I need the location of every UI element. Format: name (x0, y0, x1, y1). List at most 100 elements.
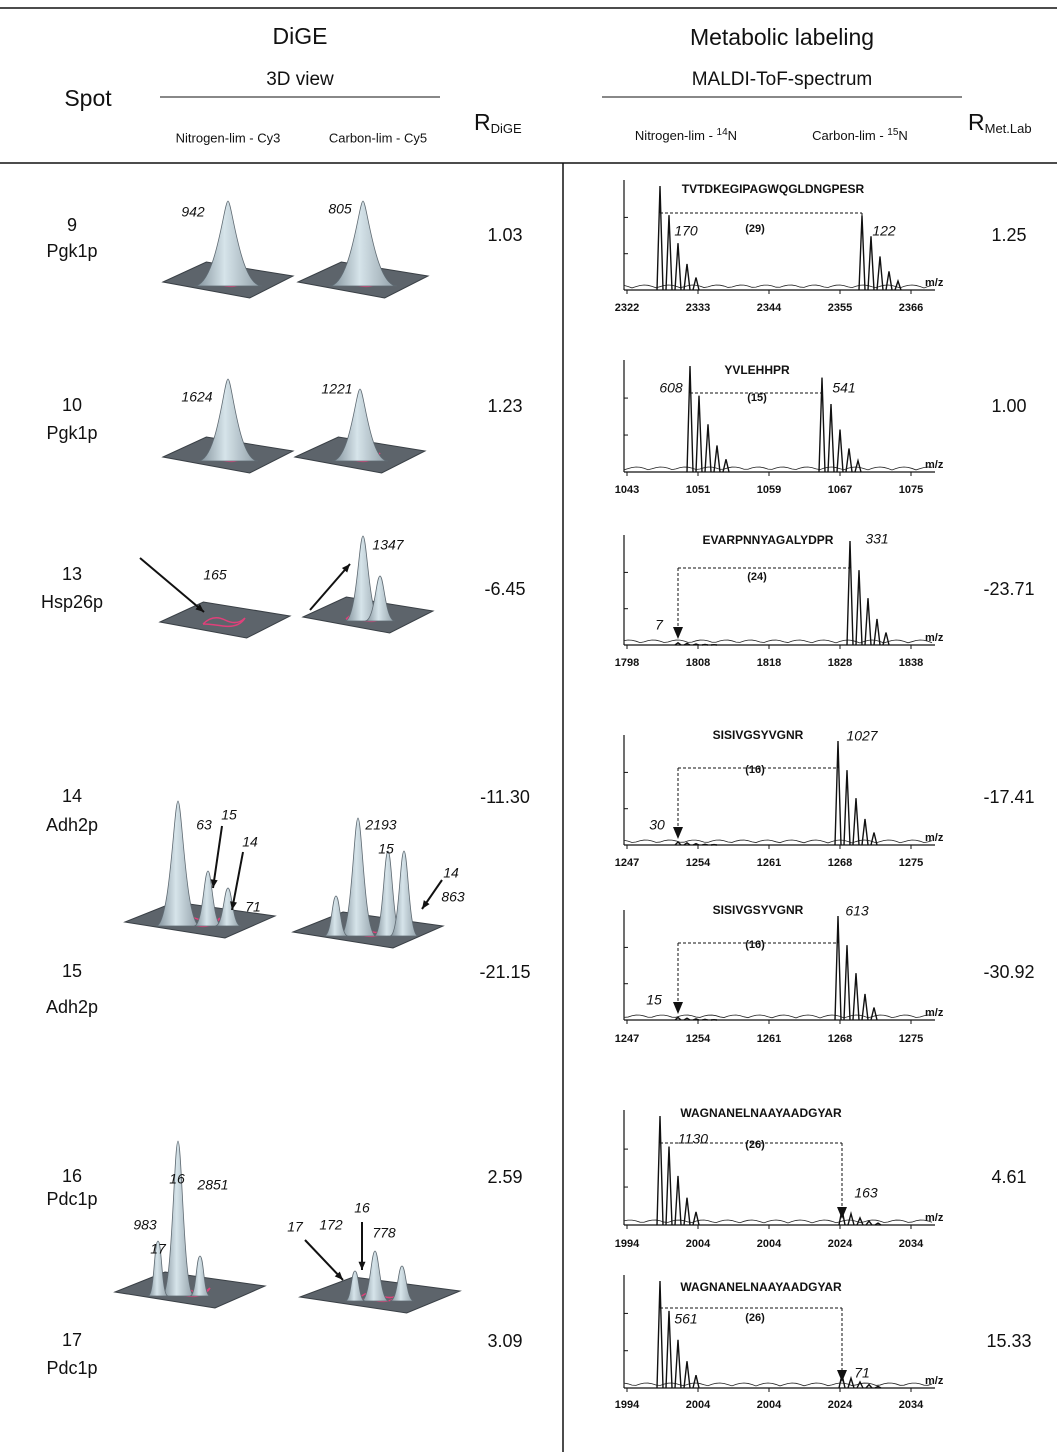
isotope-peak (864, 598, 872, 646)
isotope-peak (704, 424, 712, 473)
isotope-peak (674, 1339, 682, 1389)
gap: (26) (745, 1312, 765, 1324)
x-tick-label: 1275 (899, 857, 923, 869)
column-heading: Nitrogen-lim - 14N (635, 127, 737, 144)
arrow (309, 563, 351, 611)
intensity-label: 7 (655, 617, 664, 633)
text: Carbon-lim - (812, 128, 887, 143)
arrow-head (673, 1002, 683, 1014)
isotope-peak (713, 445, 721, 473)
isotope-peak (870, 832, 878, 846)
isotope-peak (665, 1146, 673, 1226)
isotope-peak (894, 278, 902, 291)
view-label: 71 (245, 899, 261, 915)
ratio-dige: -11.30 (480, 787, 530, 807)
peak (189, 1255, 211, 1297)
subheading: MALDI-ToF-spectrum (692, 69, 873, 90)
arrow (304, 1239, 344, 1281)
view-label: 14 (242, 834, 258, 850)
intensity-label: 30 (649, 817, 665, 833)
ratio-metlab: -17.41 (983, 787, 1034, 807)
ratio-dige: -21.15 (479, 962, 530, 982)
view-label: 778 (372, 1225, 396, 1241)
arrow-head (837, 1207, 847, 1219)
text: Nitrogen-lim - (635, 128, 717, 143)
isotope-peak (701, 843, 709, 846)
axis-unit: m/z (925, 1212, 944, 1224)
superscript: 14 (717, 127, 729, 138)
symbol: R (968, 109, 985, 135)
isotope-peak (865, 1219, 873, 1226)
isotope-peak (861, 818, 869, 846)
isotope-peak (692, 1211, 700, 1226)
x-tick-label: 1808 (686, 657, 710, 669)
axis-unit: m/z (925, 1007, 944, 1019)
ratio-dige: 1.23 (487, 396, 522, 416)
view-label: 16 (354, 1200, 370, 1216)
x-tick-label: 1059 (757, 484, 781, 496)
isotope-peak (692, 1018, 700, 1021)
isotope-peak (683, 1197, 691, 1226)
peak (364, 575, 396, 622)
noise (623, 1219, 933, 1224)
x-tick-label: 1275 (899, 1033, 923, 1045)
x-tick-label: 1043 (615, 484, 639, 496)
x-tick-label: 1067 (828, 484, 852, 496)
arrow-head (673, 627, 683, 639)
ratio-metlab: 15.33 (986, 1331, 1031, 1351)
symbol: R (474, 109, 491, 135)
ratio-metlab: -30.92 (983, 962, 1034, 982)
text: N (728, 128, 737, 143)
x-tick-label: 2034 (899, 1238, 924, 1250)
isotope-peak (874, 1222, 882, 1226)
isotope-peak (692, 277, 700, 291)
peak (197, 378, 259, 462)
isotope-peak (683, 1017, 691, 1021)
peptide: EVARPNNYAGALYDPR (703, 533, 834, 547)
noise (623, 639, 933, 644)
protein-name: Pgk1p (46, 423, 97, 443)
view-label: 63 (196, 817, 212, 833)
view-label: 14 (443, 865, 459, 881)
view-label: 1221 (321, 381, 352, 397)
isotope-peak (874, 1385, 882, 1389)
isotope-peak (836, 429, 844, 473)
arrow-head (195, 603, 204, 612)
intensity-label: 541 (832, 380, 855, 396)
arrow-head (422, 900, 430, 909)
protein-name: Adh2p (46, 815, 98, 835)
isotope-peak (701, 1018, 709, 1021)
protein-name: Pdc1p (46, 1189, 97, 1209)
intensity-label: 15 (646, 992, 662, 1008)
isotope-peak (867, 236, 875, 291)
view-label: 1624 (181, 389, 212, 405)
isotope-peak (665, 215, 673, 291)
isotope-peak (701, 643, 709, 646)
x-tick-label: 1828 (828, 657, 852, 669)
x-tick-label: 2004 (686, 1399, 711, 1411)
isotope-peak (665, 1310, 673, 1389)
isotope-peak (856, 1216, 864, 1226)
x-tick-label: 2034 (899, 1399, 924, 1411)
intensity-label: 331 (865, 531, 888, 547)
gap: (24) (747, 571, 767, 583)
view-label: 165 (203, 567, 227, 583)
x-tick-label: 2344 (757, 302, 782, 314)
arrow-head (358, 1261, 366, 1270)
isotope-peak (674, 1175, 682, 1226)
view-label: 983 (133, 1217, 157, 1233)
intensity-label: 163 (854, 1185, 878, 1201)
arrow (231, 851, 244, 911)
column-heading: Carbon-lim - Cy5 (329, 130, 427, 145)
ratio-dige: 3.09 (487, 1331, 522, 1351)
isotope-peak (683, 263, 691, 291)
column-heading: Nitrogen-lim - Cy3 (176, 130, 281, 145)
isotope-peak (692, 1375, 700, 1389)
spot-number: 10 (62, 395, 82, 415)
peak (193, 200, 263, 287)
superscript: 15 (887, 127, 899, 138)
isotope-peak (683, 1361, 691, 1389)
axis-unit: m/z (925, 277, 944, 289)
isotope-peak (855, 570, 863, 646)
peak (674, 1016, 682, 1021)
